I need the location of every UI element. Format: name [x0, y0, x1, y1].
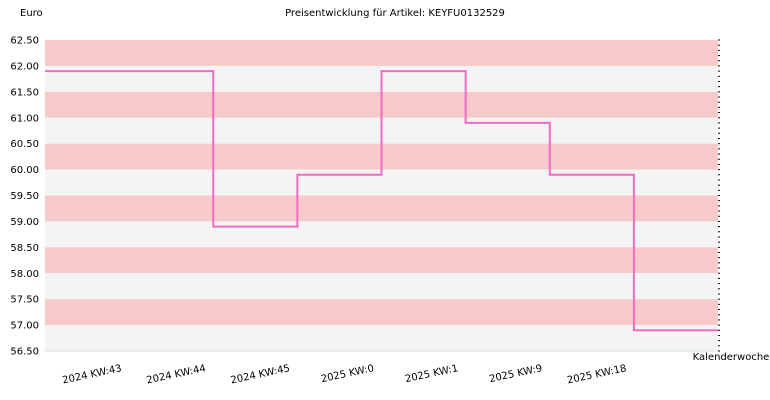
price-series-line [45, 70, 718, 332]
y-tick-label: 60.50 [10, 139, 39, 150]
y-tick-label: 57.50 [10, 295, 39, 306]
y-tick-label: 56.50 [10, 347, 39, 358]
y-tick-label: 57.00 [10, 321, 39, 332]
grid-band [45, 325, 718, 351]
y-tick-label: 59.00 [10, 217, 39, 228]
y-tick-label: 58.50 [10, 243, 39, 254]
x-tick-label: 2025 KW:9 [488, 363, 543, 385]
x-tick-label: 2025 KW:18 [566, 363, 627, 386]
grid-band [45, 273, 718, 300]
y-tick-label: 62.50 [10, 36, 39, 47]
grid-band [45, 40, 718, 66]
y-tick-label: 62.00 [10, 61, 39, 72]
y-axis: 62.50 62.00 61.50 61.00 60.50 60.00 59.50 59.00… [10, 36, 39, 358]
grid-band [45, 247, 718, 274]
x-tick-label: 2024 KW:43 [61, 363, 122, 386]
y-tick-label: 58.00 [10, 269, 39, 280]
x-tick-label: 2024 KW:44 [146, 363, 207, 386]
y-tick-label: 61.50 [10, 87, 39, 98]
grid-band [45, 195, 718, 222]
right-tick-marks [718, 39, 720, 352]
x-axis: 2024 KW:43 2024 KW:44 2024 KW:45 2025 KW:0 2… [45, 350, 718, 386]
x-tick-label: 2025 KW:0 [320, 363, 375, 385]
x-tick-label: 2025 KW:1 [404, 363, 459, 385]
y-tick-label: 61.00 [10, 113, 39, 124]
x-tick-label: 2024 KW:45 [230, 363, 291, 386]
x-axis-label: Kalenderwoche [693, 352, 770, 363]
chart-title: Preisentwicklung für Artikel: KEYFU01325… [285, 8, 505, 19]
grid-band [45, 221, 718, 248]
y-tick-label: 59.50 [10, 191, 39, 202]
y-tick-label: 60.00 [10, 165, 39, 176]
y-axis-label: Euro [20, 8, 43, 19]
grid-band [45, 299, 718, 326]
series [45, 70, 718, 332]
